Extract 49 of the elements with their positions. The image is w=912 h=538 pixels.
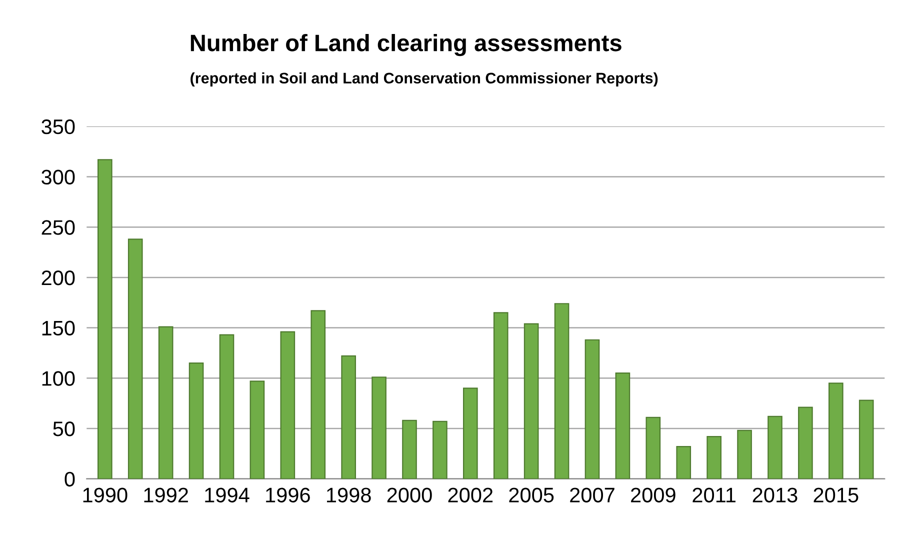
- bar: [676, 446, 692, 479]
- bar: [432, 420, 448, 479]
- bar: [768, 416, 782, 479]
- y-tick-label: 0: [64, 472, 75, 487]
- bar: [402, 420, 417, 479]
- bar: [310, 310, 326, 479]
- y-tick-label: 300: [42, 170, 75, 185]
- bar: [158, 326, 174, 479]
- bar: [584, 339, 600, 479]
- y-tick-label: 100: [42, 371, 75, 386]
- x-tick-label: 2007: [570, 488, 614, 502]
- bar: [615, 372, 630, 479]
- chart-title: Number of Land clearing assessments: [190, 34, 622, 56]
- bar: [646, 416, 661, 479]
- bar: [737, 430, 752, 479]
- bar: [858, 400, 874, 479]
- x-tick-label: 2000: [387, 488, 432, 502]
- bar: [250, 380, 265, 479]
- y-tick-label: 250: [42, 220, 75, 235]
- bar: [524, 323, 539, 479]
- bar: [828, 382, 844, 479]
- x-tick-label: 1998: [326, 488, 371, 502]
- y-tick-label: 350: [42, 119, 75, 134]
- x-tick-label: 2005: [509, 488, 554, 502]
- bar: [554, 303, 570, 479]
- bar: [98, 159, 112, 479]
- bar: [493, 312, 508, 479]
- x-tick-label: 2013: [752, 488, 798, 502]
- bar: [280, 331, 296, 479]
- y-tick-label: 50: [53, 421, 75, 436]
- x-tick-label: 1996: [266, 488, 310, 502]
- x-tick-label: 2011: [692, 488, 736, 502]
- bar: [219, 334, 234, 479]
- bar: [188, 362, 204, 479]
- bar: [798, 406, 813, 479]
- y-tick-label: 150: [42, 320, 75, 336]
- x-tick-label: 1992: [144, 488, 188, 502]
- x-tick-label: 2009: [631, 488, 676, 502]
- bar: [706, 436, 722, 479]
- bar: [341, 355, 356, 479]
- x-tick-label: 1994: [205, 488, 250, 502]
- bar: [372, 376, 386, 479]
- x-tick-label: 2002: [448, 488, 493, 502]
- y-tick-label: 200: [42, 270, 75, 286]
- x-tick-label: 1990: [83, 488, 128, 502]
- bar: [463, 388, 478, 479]
- x-tick-label: 2015: [814, 488, 858, 502]
- bar: [128, 238, 143, 479]
- chart-subtitle: (reported in Soil and Land Conservation Commissioner Reports): [190, 72, 658, 87]
